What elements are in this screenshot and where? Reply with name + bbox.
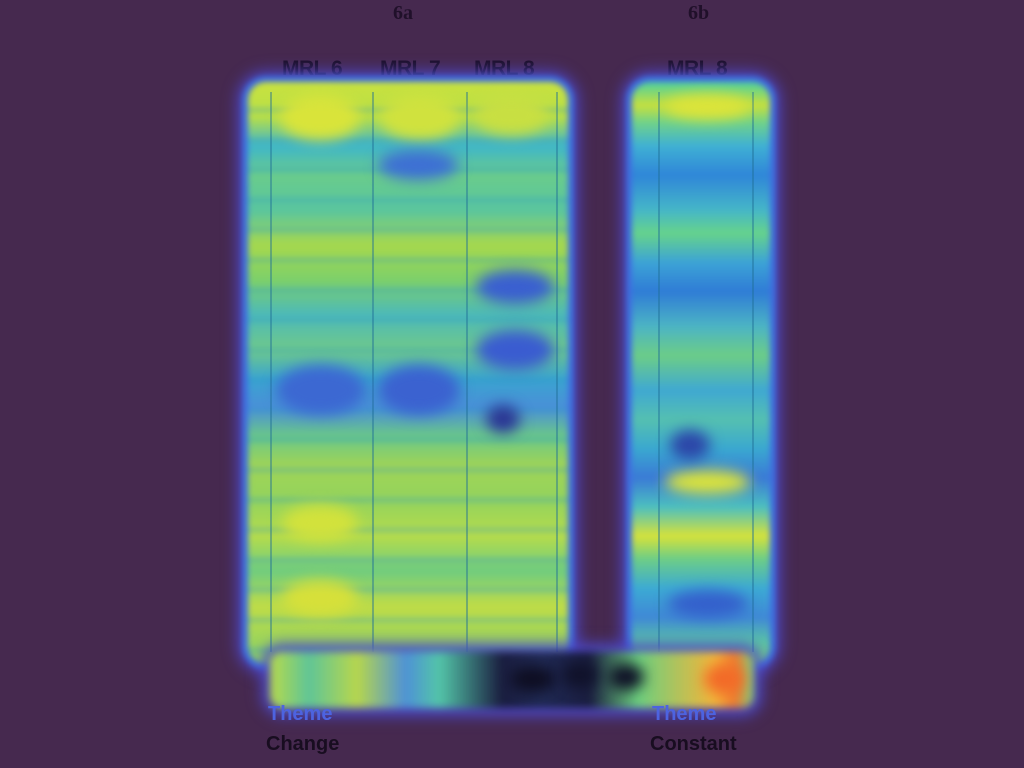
figure-label-6a: 6a bbox=[393, 2, 413, 24]
heat-spot bbox=[378, 150, 458, 180]
heat-spot bbox=[476, 270, 554, 304]
column-header-mrl7: MRL 7 bbox=[380, 57, 441, 80]
heat-spot bbox=[486, 405, 520, 433]
heat-spot bbox=[282, 580, 358, 616]
column-divider bbox=[372, 92, 374, 652]
heat-spot bbox=[670, 430, 710, 460]
figure-label-6b: 6b bbox=[688, 2, 710, 24]
column-divider bbox=[466, 92, 468, 652]
footer-right-line2: Constant bbox=[650, 733, 737, 755]
column-border bbox=[658, 92, 660, 652]
heat-spot bbox=[704, 664, 744, 694]
column-border bbox=[270, 92, 272, 652]
heat-spot bbox=[510, 666, 556, 692]
heat-spot bbox=[562, 662, 598, 688]
footer-left-line1: Theme bbox=[268, 703, 333, 725]
column-header-mrl6: MRL 6 bbox=[282, 57, 343, 80]
heat-spot bbox=[476, 330, 554, 370]
column-border bbox=[752, 92, 754, 652]
heat-spot bbox=[608, 664, 644, 690]
heat-spot bbox=[665, 470, 750, 494]
footer-left-line2: Change bbox=[266, 733, 340, 755]
column-border bbox=[556, 92, 558, 652]
footer-right-line1: Theme bbox=[652, 703, 717, 725]
column-header-mrl8: MRL 8 bbox=[474, 57, 535, 80]
heat-spot bbox=[378, 365, 460, 415]
column-header-mrl8-b: MRL 8 bbox=[667, 57, 728, 80]
heat-spot bbox=[380, 95, 460, 140]
heat-spot bbox=[280, 95, 360, 140]
heat-spot bbox=[665, 95, 750, 119]
heatmap-panel-6b bbox=[632, 82, 770, 664]
heat-spot bbox=[276, 365, 366, 415]
heat-spot bbox=[474, 95, 549, 135]
heat-spot bbox=[282, 505, 358, 541]
heat-spot bbox=[668, 590, 748, 618]
